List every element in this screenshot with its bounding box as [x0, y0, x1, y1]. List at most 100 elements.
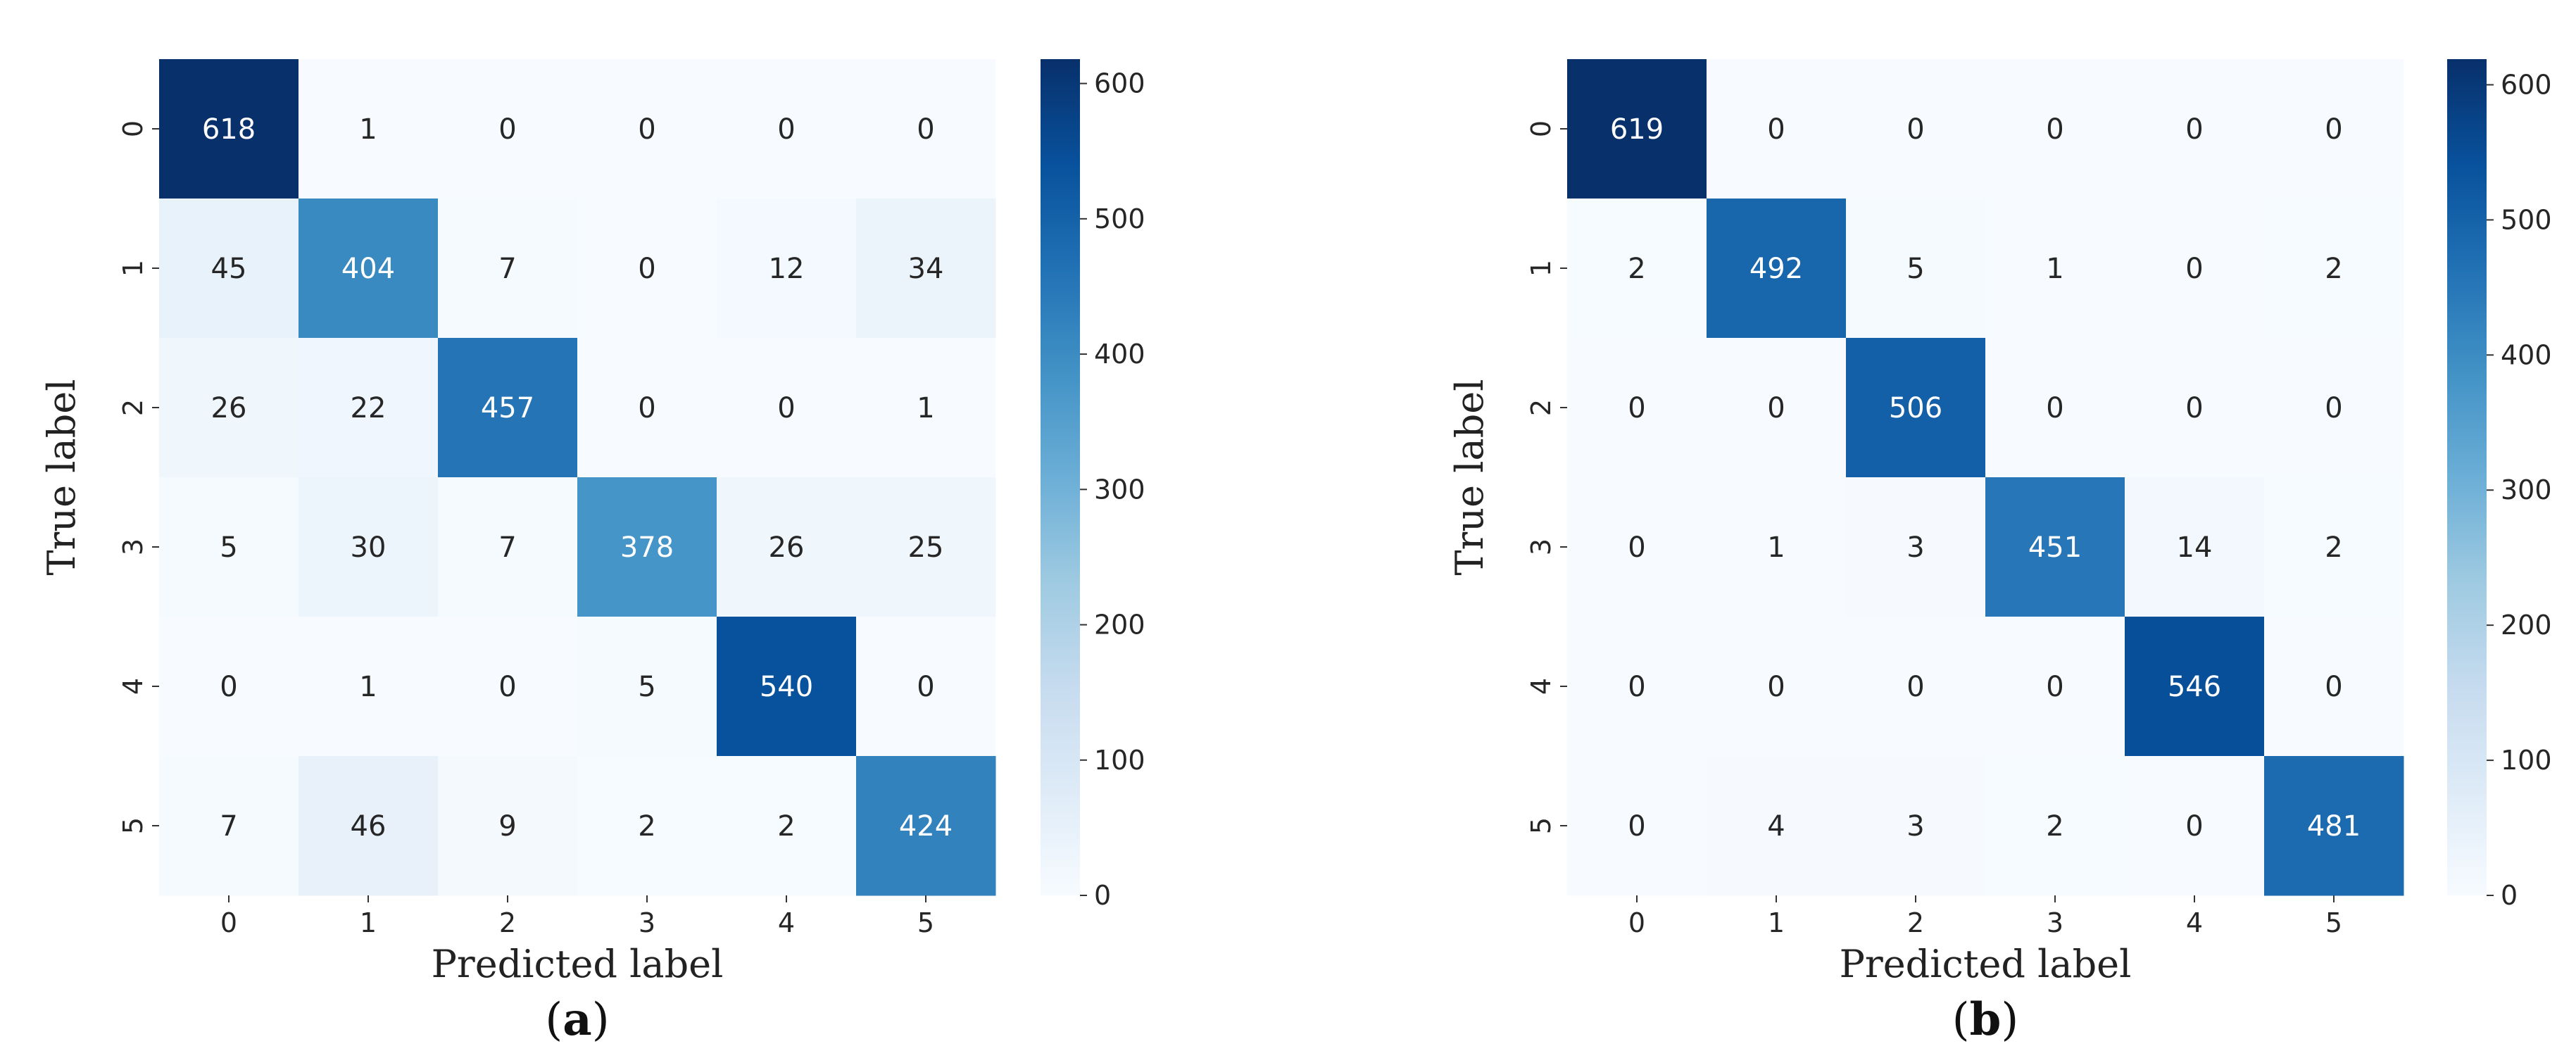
- cell-value-label: 45: [211, 253, 247, 285]
- heatmap-cell: [856, 617, 996, 757]
- heatmap-cell: [2264, 59, 2404, 199]
- cell-value-label: 2: [2325, 531, 2342, 564]
- colorbar-tick-label: 100: [1094, 745, 1145, 776]
- heatmap-cell: [299, 59, 439, 199]
- x-tick-label: 2: [499, 907, 516, 938]
- heatmap-cell: [1846, 617, 1986, 757]
- cell-value-label: 4: [1767, 810, 1785, 843]
- cell-value-label: 30: [351, 531, 387, 564]
- heatmap-cell: [438, 756, 578, 896]
- colorbar-tick-label: 100: [2501, 745, 2552, 776]
- x-tick-label: 4: [2186, 907, 2203, 938]
- cell-value-label: 0: [2185, 253, 2203, 285]
- cell-value-label: 0: [2325, 671, 2342, 703]
- cell-value-label: 3: [1906, 531, 1924, 564]
- heatmap-cell: [2125, 756, 2265, 896]
- cell-value-label: 0: [1767, 113, 1785, 146]
- heatmap-cell: [159, 617, 299, 757]
- heatmap-cell: [1707, 756, 1847, 896]
- cell-value-label: 0: [1767, 392, 1785, 424]
- colorbar-tick-label: 200: [1094, 610, 1145, 641]
- heatmap-cell: [159, 199, 299, 339]
- x-tick-label: 4: [778, 907, 795, 938]
- heatmap-cell: [1985, 199, 2125, 339]
- cell-value-label: 0: [1628, 671, 1645, 703]
- x-tick-label: 0: [1628, 907, 1645, 938]
- cell-value-label: 14: [2177, 531, 2213, 564]
- y-tick-label: 4: [1526, 678, 1557, 695]
- cell-value-label: 404: [341, 253, 395, 285]
- cell-value-label: 0: [1767, 671, 1785, 703]
- cell-value-label: 492: [1749, 253, 1803, 285]
- heatmap-cell: [856, 477, 996, 617]
- cell-value-label: 7: [220, 810, 237, 843]
- cell-value-label: 2: [2325, 253, 2342, 285]
- cell-value-label: 0: [1628, 392, 1645, 424]
- cell-value-label: 0: [1628, 810, 1645, 843]
- x-tick-label: 2: [1907, 907, 1924, 938]
- heatmap-cell: [717, 617, 857, 757]
- y-tick-label: 5: [118, 817, 149, 834]
- heatmap-cell: [2125, 59, 2265, 199]
- x-tick-label: 5: [2325, 907, 2342, 938]
- cell-value-label: 0: [1628, 531, 1645, 564]
- heatmap-cell: [1707, 338, 1847, 478]
- colorbar: [2447, 59, 2487, 895]
- cell-value-label: 5: [638, 671, 655, 703]
- y-axis-label: True label: [39, 379, 84, 576]
- heatmap-cell: [1567, 199, 1707, 339]
- cell-value-label: 481: [2307, 810, 2361, 843]
- colorbar-tick-label: 600: [2501, 69, 2552, 100]
- y-tick-label: 0: [1526, 120, 1557, 137]
- y-tick-label: 3: [118, 539, 149, 555]
- cell-value-label: 0: [498, 671, 516, 703]
- heatmap-cell: [2264, 338, 2404, 478]
- colorbar-tick-label: 0: [2501, 880, 2518, 911]
- heatmap-cell: [438, 477, 578, 617]
- cell-value-label: 2: [2046, 810, 2063, 843]
- heatmap-cell: [1846, 199, 1986, 339]
- cell-value-label: 0: [2046, 392, 2063, 424]
- heatmap-cell: [299, 756, 439, 896]
- heatmap-cell: [2264, 617, 2404, 757]
- cell-value-label: 0: [1906, 113, 1924, 146]
- heatmap-cell: [577, 338, 717, 478]
- cell-value-label: 1: [917, 392, 934, 424]
- heatmap-cell: [1567, 338, 1707, 478]
- colorbar-tick-label: 400: [2501, 339, 2552, 370]
- heatmap-cell: [856, 59, 996, 199]
- colorbar-tick-label: 400: [1094, 339, 1145, 370]
- colorbar-tick-label: 300: [2501, 474, 2552, 505]
- heatmap-cell: [1846, 477, 1986, 617]
- y-tick-label: 2: [1526, 399, 1557, 416]
- cell-value-label: 0: [917, 671, 934, 703]
- heatmap-cell: [299, 617, 439, 757]
- heatmap-cell: [1567, 477, 1707, 617]
- x-tick-label: 0: [220, 907, 237, 938]
- y-tick-label: 0: [118, 120, 149, 137]
- heatmap-cell: [299, 338, 439, 478]
- cell-value-label: 7: [498, 531, 516, 564]
- heatmap-cell: [159, 477, 299, 617]
- cell-value-label: 2: [1628, 253, 1645, 285]
- cell-value-label: 26: [769, 531, 805, 564]
- heatmap-cell: [1985, 59, 2125, 199]
- heatmap-cell: [299, 199, 439, 339]
- heatmap-cell: [2125, 199, 2265, 339]
- colorbar-tick-label: 500: [2501, 204, 2552, 235]
- cell-value-label: 25: [908, 531, 944, 564]
- colorbar-tick-label: 200: [2501, 610, 2552, 641]
- heatmap-cell: [2264, 477, 2404, 617]
- panel-label: (b): [1952, 993, 2019, 1046]
- heatmap-cell: [1846, 338, 1986, 478]
- heatmap-cell: [438, 199, 578, 339]
- cell-value-label: 0: [638, 392, 655, 424]
- cell-value-label: 0: [777, 113, 795, 146]
- heatmap-cell: [577, 756, 717, 896]
- x-tick-label: 1: [360, 907, 377, 938]
- x-tick-label: 1: [1768, 907, 1785, 938]
- cell-value-label: 0: [2046, 113, 2063, 146]
- heatmap-cell: [577, 199, 717, 339]
- cell-value-label: 1: [2046, 253, 2063, 285]
